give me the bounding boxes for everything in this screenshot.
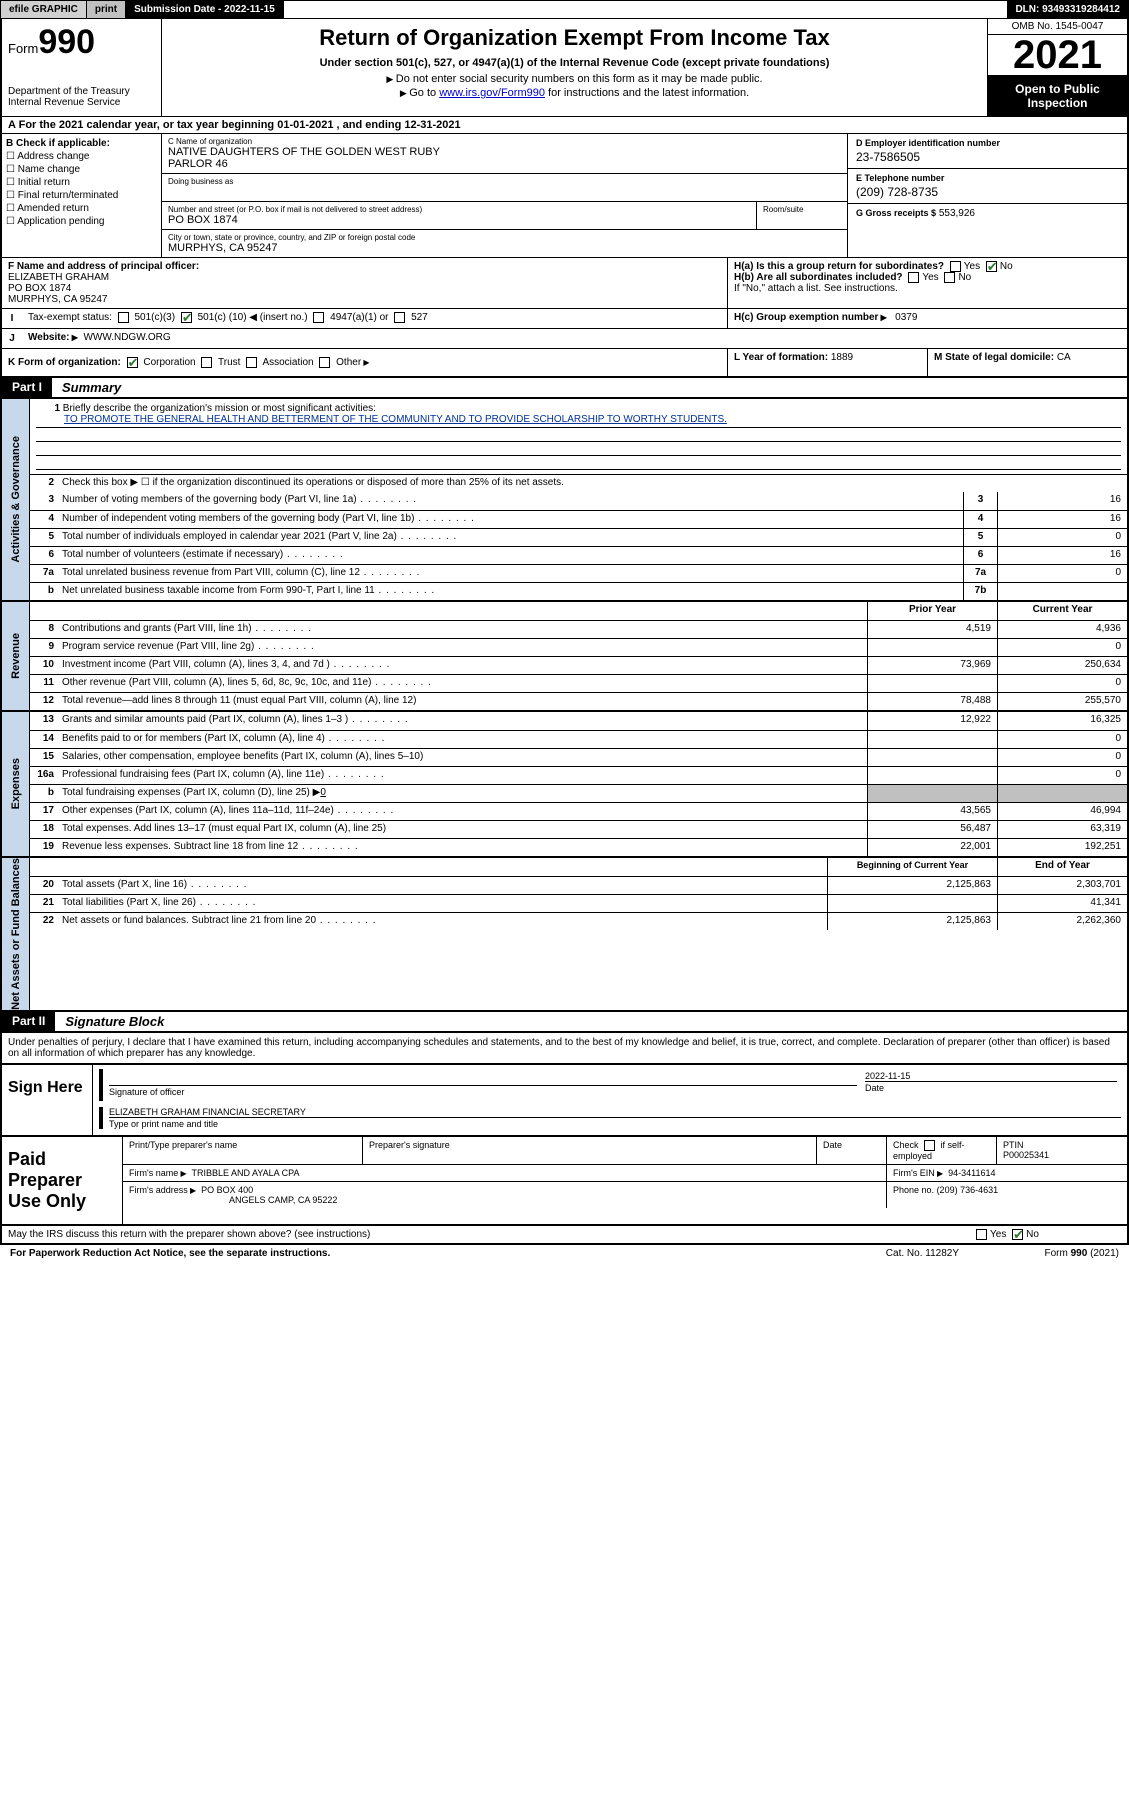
col-de: D Employer identification number 23-7586… <box>847 134 1127 257</box>
org-address: PO BOX 1874 <box>168 214 750 226</box>
ein: 23-7586505 <box>856 150 1119 164</box>
may-irs-discuss: May the IRS discuss this return with the… <box>0 1226 1129 1244</box>
form-header: Form990 Department of the Treasury Inter… <box>0 19 1129 117</box>
part1-header: Part I Summary <box>0 378 1129 399</box>
firm-phone: (209) 736-4631 <box>937 1185 999 1195</box>
check-name-change[interactable]: Name change <box>6 164 157 175</box>
sig-date: 2022-11-15 <box>865 1071 1117 1081</box>
year-formation: 1889 <box>831 352 853 363</box>
hb-no[interactable] <box>944 272 955 283</box>
h-a: H(a) Is this a group return for subordin… <box>734 261 944 272</box>
ptin: P00025341 <box>1003 1150 1049 1160</box>
org-name: NATIVE DAUGHTERS OF THE GOLDEN WEST RUBY… <box>168 146 841 170</box>
row-a-tax-year: A For the 2021 calendar year, or tax yea… <box>0 117 1129 133</box>
tax-year: 2021 <box>988 35 1127 76</box>
net-assets-section: Net Assets or Fund Balances Beginning of… <box>0 858 1129 1012</box>
irs-link[interactable]: www.irs.gov/Form990 <box>439 87 545 99</box>
firm-ein: 94-3411614 <box>948 1168 995 1178</box>
row-j: J Website: WWW.NDGW.ORG <box>0 329 1129 349</box>
officer-name-title: ELIZABETH GRAHAM FINANCIAL SECRETARY <box>109 1107 1121 1117</box>
check-address-change[interactable]: Address change <box>6 151 157 162</box>
gross-receipts: 553,926 <box>939 208 975 219</box>
print-button[interactable]: print <box>87 1 126 18</box>
discuss-no[interactable] <box>1012 1229 1023 1240</box>
officer-name: ELIZABETH GRAHAM <box>8 272 109 283</box>
ha-no[interactable] <box>986 261 997 272</box>
form-title: Return of Organization Exempt From Incom… <box>170 25 979 51</box>
top-bar: efile GRAPHIC print Submission Date - 20… <box>0 0 1129 19</box>
page-footer: For Paperwork Reduction Act Notice, see … <box>0 1244 1129 1262</box>
group-exemption: 0379 <box>895 312 917 323</box>
paid-preparer: Paid Preparer Use Only Print/Type prepar… <box>0 1137 1129 1226</box>
mission-text: TO PROMOTE THE GENERAL HEALTH AND BETTER… <box>36 414 1121 428</box>
sign-here: Sign Here Signature of officer 2022-11-1… <box>0 1065 1129 1137</box>
check-final-return[interactable]: Final return/terminated <box>6 190 157 201</box>
part2-header: Part II Signature Block <box>0 1012 1129 1033</box>
ha-yes[interactable] <box>950 261 961 272</box>
ssn-note: Do not enter social security numbers on … <box>170 73 979 85</box>
firm-name: TRIBBLE AND AYALA CPA <box>191 1168 299 1178</box>
hb-yes[interactable] <box>908 272 919 283</box>
discuss-yes[interactable] <box>976 1229 987 1240</box>
website-note: Go to www.irs.gov/Form990 for instructio… <box>170 87 979 99</box>
col-c-org-info: C Name of organization NATIVE DAUGHTERS … <box>162 134 847 257</box>
check-application-pending[interactable]: Application pending <box>6 216 157 227</box>
activities-governance: Activities & Governance 1 Briefly descri… <box>0 399 1129 602</box>
row-f-h: F Name and address of principal officer:… <box>0 258 1129 309</box>
expenses-section: Expenses 13Grants and similar amounts pa… <box>0 712 1129 858</box>
revenue-section: Revenue Prior YearCurrent Year 8Contribu… <box>0 602 1129 712</box>
submission-date: Submission Date - 2022-11-15 <box>126 1 284 18</box>
org-city: MURPHYS, CA 95247 <box>168 242 841 254</box>
row-i-hc: I Tax-exempt status: 501(c)(3) 501(c) (1… <box>0 309 1129 329</box>
h-b: H(b) Are all subordinates included? <box>734 272 903 283</box>
form-subtitle: Under section 501(c), 527, or 4947(a)(1)… <box>170 57 979 69</box>
check-initial-return[interactable]: Initial return <box>6 177 157 188</box>
dept-treasury: Department of the Treasury <box>8 86 155 97</box>
open-to-public: Open to Public Inspection <box>988 76 1127 116</box>
dln: DLN: 93493319284412 <box>1007 1 1128 18</box>
form-number: Form990 <box>8 23 155 62</box>
efile-label: efile GRAPHIC <box>1 1 87 18</box>
website: WWW.NDGW.ORG <box>83 332 170 343</box>
perjury-declaration: Under penalties of perjury, I declare th… <box>0 1033 1129 1065</box>
irs-label: Internal Revenue Service <box>8 97 155 108</box>
header-block: B Check if applicable: Address change Na… <box>0 133 1129 258</box>
state-domicile: CA <box>1057 352 1071 363</box>
telephone: (209) 728-8735 <box>856 185 1119 199</box>
check-amended-return[interactable]: Amended return <box>6 203 157 214</box>
col-b-checkboxes: B Check if applicable: Address change Na… <box>2 134 162 257</box>
row-k-l-m: K Form of organization: Corporation Trus… <box>0 349 1129 378</box>
